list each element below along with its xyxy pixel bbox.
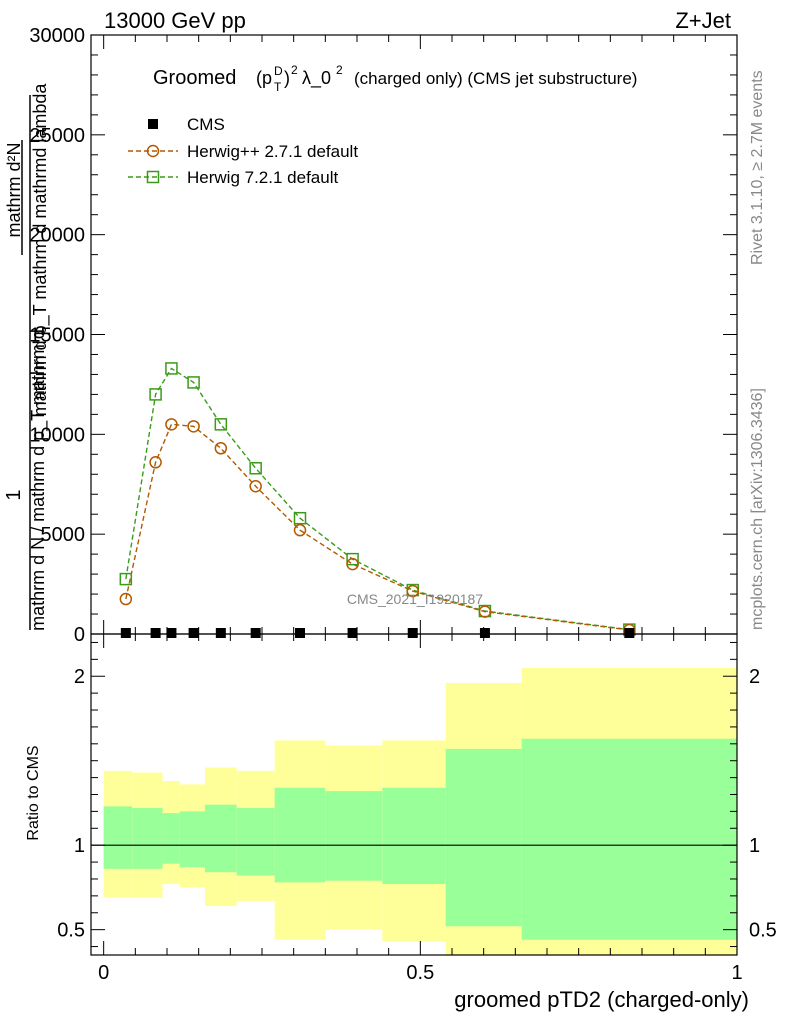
rivet-label: Rivet 3.1.10, ≥ 2.7M events (749, 70, 766, 265)
ratio-y-tick-label: 2 (74, 666, 85, 688)
y-axis-label-main: 1 mathrm d²N mathrm d p_T mathrm d mathr… (3, 83, 51, 631)
ratio-band-inner (205, 804, 237, 873)
title-sup-2b: 2 (336, 63, 343, 77)
data-point-1 (214, 442, 228, 455)
legend: CMS Herwig++ 2.7.1 default Herwig 7.2.1 de… (128, 115, 358, 187)
legend-label: Herwig 7.2.1 default (187, 168, 338, 187)
data-point-1 (165, 418, 178, 431)
ratio-band-inner (162, 813, 180, 864)
y-tick-label: 15000 (29, 325, 85, 347)
ratio-y-tick-label: 0.5 (57, 920, 85, 942)
data-point-0 (166, 628, 177, 638)
data-point-0 (295, 628, 305, 638)
data-point-2 (346, 552, 359, 566)
title-sup-d: D (274, 64, 283, 78)
data-point-1 (149, 456, 162, 469)
y-tick-label: 20000 (29, 225, 85, 247)
data-point-2 (149, 388, 162, 401)
data-point-1 (187, 420, 200, 433)
data-point-0 (188, 628, 199, 638)
data-point-1 (406, 584, 419, 598)
data-point-2 (165, 362, 178, 375)
series-line-1 (125, 423, 630, 631)
data-point-0 (479, 628, 490, 638)
legend-marker (146, 170, 160, 184)
y-tick-label: 0 (74, 624, 85, 646)
x-tick-label: 1 (731, 962, 742, 984)
main-panel: 0 5000 10000 15000 20000 25000 30000 (29, 25, 738, 646)
data-point-0 (624, 628, 635, 638)
title-prefix: Groomed (153, 67, 236, 89)
ylabel-denominator-bottom: mathrm d N / mathrm d p_T mathrm d (28, 329, 49, 631)
ratio-y-tick-label-right: 2 (749, 666, 760, 688)
ratio-band-inner (236, 808, 275, 876)
data-point-0 (150, 628, 161, 638)
title-lambda: λ_0 (302, 68, 331, 89)
ratio-y-tick-label: 1 (74, 835, 85, 857)
x-axis-label: groomed pTD2 (charged-only) (454, 987, 749, 1012)
data-point-1 (478, 605, 492, 618)
y-tick-label: 5000 (41, 524, 86, 546)
ratio-y-tick-label-right: 0.5 (749, 920, 777, 942)
ratio-panel: 0 0.5 1 0.5 0.5 1 1 2 2 (57, 633, 777, 984)
y-tick-label: 25000 (29, 125, 85, 147)
data-point-0 (407, 628, 418, 638)
legend-label: Herwig++ 2.7.1 default (187, 142, 358, 161)
data-point-0 (250, 628, 261, 638)
header-left: 13000 GeV pp (104, 8, 246, 33)
analysis-watermark: CMS_2021_I1920187 (347, 591, 483, 607)
data-point-2 (187, 376, 200, 389)
ratio-band-inner (445, 748, 522, 927)
title-sup-2: 2 (291, 63, 298, 77)
ylabel-one: 1 (3, 489, 25, 500)
legend-marker (148, 119, 158, 129)
data-point-1 (249, 479, 262, 493)
header-right: Z+Jet (675, 8, 731, 33)
ratio-y-tick-label-right: 1 (749, 835, 760, 857)
title-sub-t: T (274, 80, 282, 94)
data-point-1 (293, 523, 307, 537)
svg-text:): ) (284, 68, 290, 88)
ratio-band-inner (521, 738, 737, 940)
ylabel-denominator-top: mathrm d p_T mathrm d mathrmd lambda (30, 83, 51, 417)
plot-title: Groomed ( p D T ) 2 λ_0 2 (charged only)… (153, 63, 637, 94)
data-point-1 (119, 592, 133, 606)
ratio-band-inner (132, 808, 163, 869)
ratio-band-inner (325, 791, 383, 881)
x-tick-label: 0.5 (406, 962, 434, 984)
data-point-0 (120, 628, 131, 638)
x-tick-label: 0 (98, 962, 109, 984)
y-tick-label: 10000 (29, 424, 85, 446)
legend-marker (146, 144, 160, 158)
y-axis-label-ratio: Ratio to CMS (25, 745, 42, 840)
title-p: p (262, 68, 272, 88)
data-point-0 (347, 628, 358, 638)
ratio-band-inner (103, 806, 133, 869)
ratio-band-inner (274, 787, 326, 883)
data-point-2 (293, 511, 307, 525)
data-point-0 (215, 628, 226, 638)
svg-text:Groomed: Groomed (153, 67, 236, 89)
ratio-band-inner (382, 787, 446, 885)
data-point-2 (119, 572, 133, 586)
title-suffix: (charged only) (CMS jet substructure) (354, 69, 637, 88)
y-tick-label: 30000 (29, 25, 85, 47)
ylabel-numerator: mathrm d²N (4, 142, 24, 237)
svg-text:(: ( (256, 68, 262, 88)
mcplots-label: mcplots.cern.ch [arXiv:1306.3436] (749, 388, 766, 630)
data-point-2 (214, 418, 228, 431)
legend-label: CMS (187, 115, 225, 134)
data-point-2 (249, 462, 262, 475)
data-point-1 (346, 557, 359, 571)
ratio-band-inner (179, 811, 205, 868)
